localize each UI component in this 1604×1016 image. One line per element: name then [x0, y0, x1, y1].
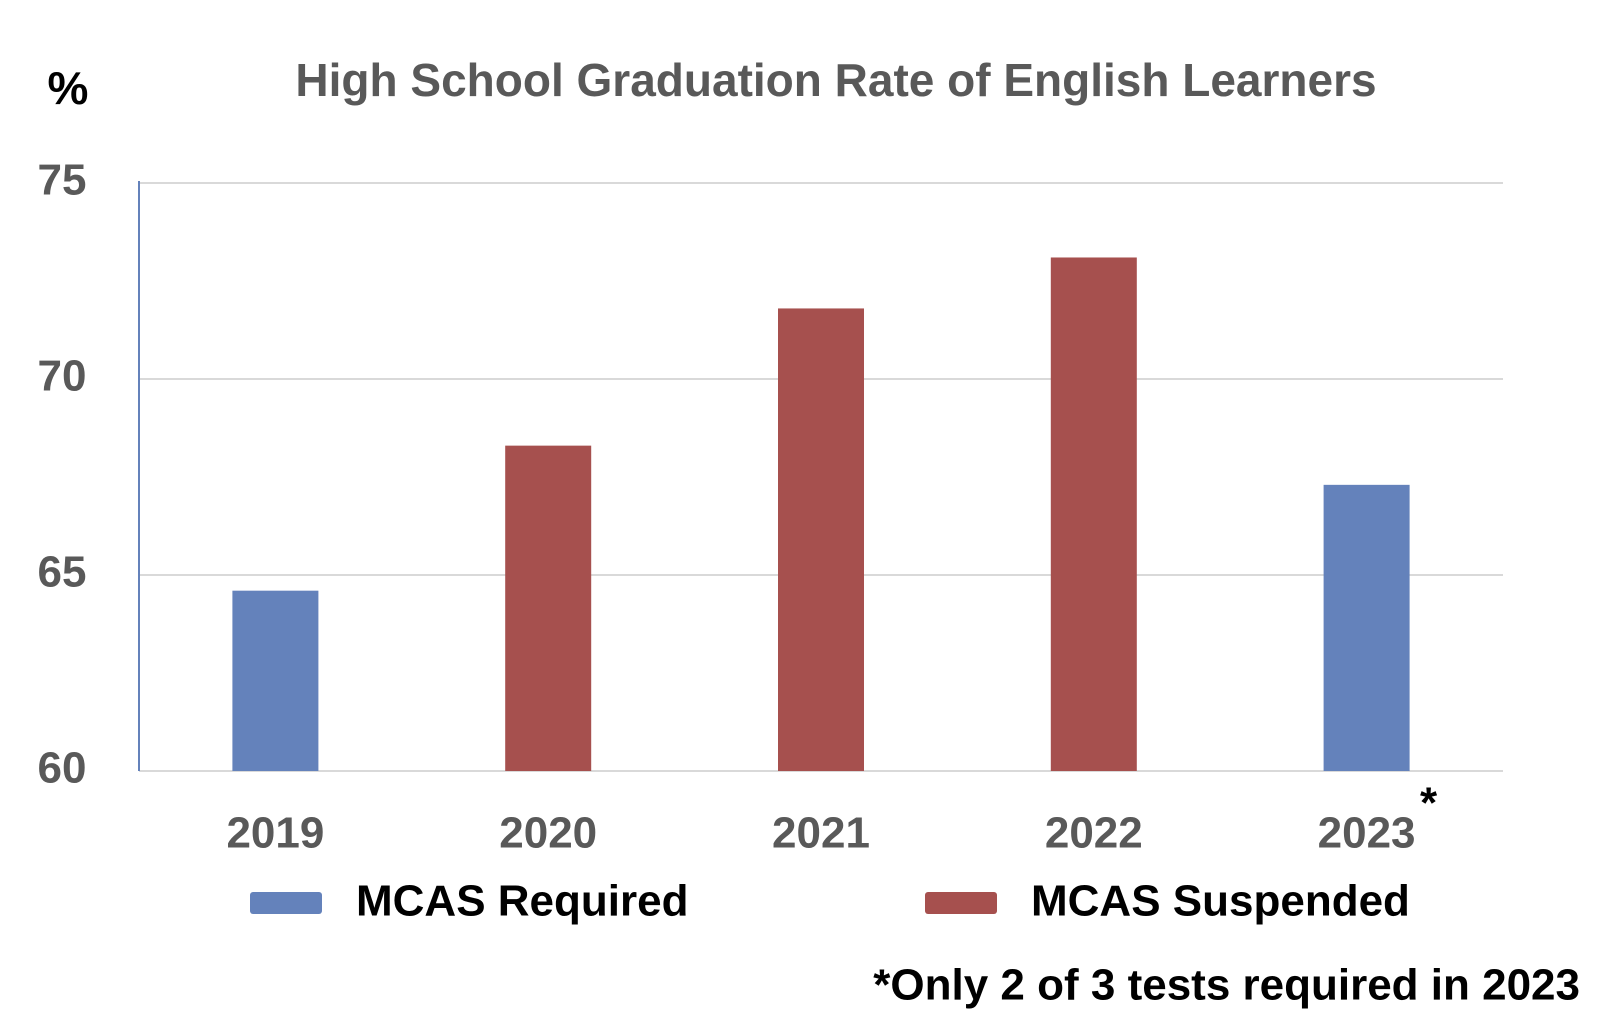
annotation: * [1420, 779, 1438, 828]
bar [232, 590, 319, 771]
x-tick-label: 2021 [772, 809, 870, 858]
y-tick-label: 75 [38, 156, 87, 205]
bar [505, 445, 592, 771]
x-tick-label: 2022 [1045, 809, 1143, 858]
footnote: *Only 2 of 3 tests required in 2023 [873, 961, 1580, 1010]
y-unit: % [48, 62, 89, 114]
x-tick-label: 2020 [499, 809, 597, 858]
legend-swatch [925, 892, 997, 914]
bar [778, 308, 864, 771]
x-tick-label: 2019 [226, 809, 324, 858]
y-tick-label: 65 [38, 548, 87, 597]
bar [1050, 257, 1137, 772]
legend-label: MCAS Required [356, 877, 688, 926]
x-tick-label: 2023 [1318, 809, 1416, 858]
chart-title: High School Graduation Rate of English L… [295, 54, 1376, 106]
legend-label: MCAS Suspended [1031, 877, 1410, 926]
bar [1323, 484, 1410, 771]
legend-swatch [250, 892, 322, 914]
y-tick-label: 70 [38, 352, 87, 401]
y-tick-label: 60 [38, 744, 87, 793]
